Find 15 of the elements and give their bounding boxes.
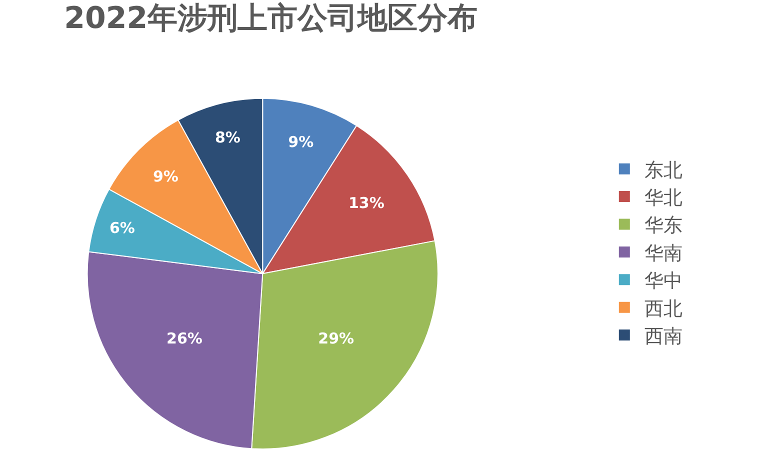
data-label: 13%: [348, 194, 384, 212]
legend-label: 西北: [644, 298, 682, 320]
chart-title: 2022年涉刑上市公司地区分布: [64, 0, 478, 36]
data-label: 29%: [318, 329, 354, 348]
data-label: 9%: [288, 133, 314, 152]
legend-label: 华中: [644, 270, 682, 292]
legend-label: 华东: [644, 214, 682, 237]
legend-label: 华北: [644, 186, 682, 209]
data-label: 6%: [109, 219, 135, 238]
data-label: 9%: [152, 168, 178, 186]
data-label: 26%: [166, 329, 202, 348]
legend-label: 西南: [644, 325, 682, 348]
legend-label: 东北: [644, 159, 682, 182]
legend-label: 华南: [644, 242, 682, 264]
data-label: 8%: [214, 128, 240, 147]
